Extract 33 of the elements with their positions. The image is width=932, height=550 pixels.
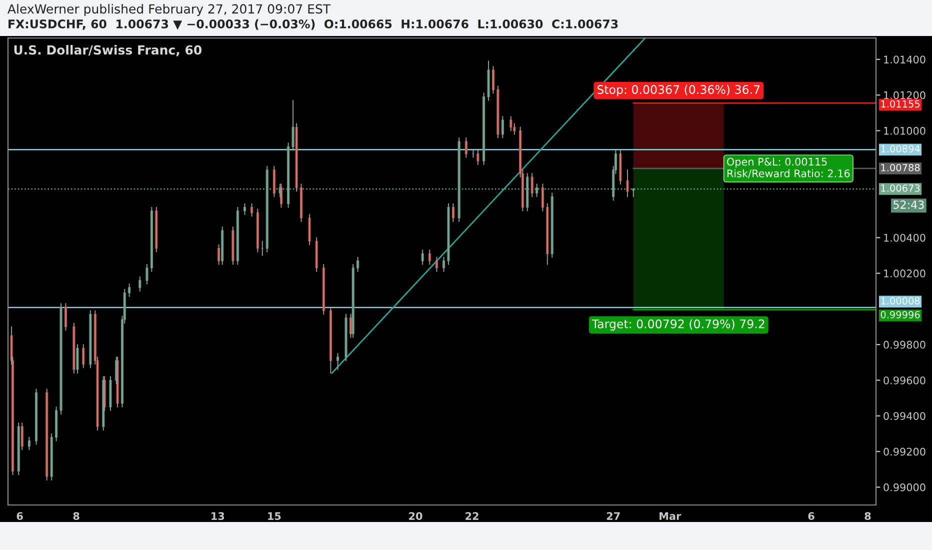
y-tick-label: 0.99400 — [884, 412, 926, 420]
text: U.S. Dollar/Swiss Franc, 60 — [14, 45, 202, 56]
x-tick-label: 8 — [864, 512, 871, 520]
y-tick-label: 0.99000 — [884, 483, 926, 492]
x-tick-label: Mar — [660, 512, 682, 520]
chart-subtitle: FX:USDCHF, 60 1.00673 ▼ −0.00033 (−0.03%) O:1.00665 H:1.00676 L:1.00630 C:1.00673 — [8, 19, 618, 30]
x-tick-label: 15 — [268, 512, 281, 520]
band-label: Stop: 0.00367 (0.36%) 36.7 — [597, 84, 760, 96]
band-label: Target: 0.00792 (0.79%) 79.2 — [592, 319, 764, 331]
x-tick-label: 6 — [16, 512, 23, 520]
ref-line-label: 1.00894 — [881, 145, 920, 152]
x-tick-label: 20 — [409, 512, 422, 520]
ref-line-label: 1.00008 — [881, 297, 920, 304]
x-tick-label: 22 — [466, 512, 478, 520]
x-tick-label: 27 — [606, 512, 620, 520]
y-tick-label: 0.99800 — [884, 340, 926, 349]
y-tick-label: 1.00200 — [884, 270, 926, 278]
ref-line-label: 1.01155 — [881, 100, 920, 108]
text: 52:43 — [894, 200, 924, 209]
y-tick-label: 0.99200 — [884, 448, 926, 456]
y-tick-label: 1.01200 — [884, 91, 926, 100]
ref-line-label: 1.00788 — [881, 164, 920, 172]
y-tick-label: 0.99600 — [884, 376, 926, 384]
ref-line-label: 0.99996 — [880, 310, 920, 318]
y-tick-label: 1.01000 — [884, 126, 926, 135]
x-tick-label: 6 — [808, 512, 814, 520]
ref-line-label: 1.00673 — [881, 184, 920, 192]
y-tick-label: 1.00400 — [884, 234, 926, 242]
annotation: Open P&L: 0.00115 Risk/Reward Ratio: 2.16 — [727, 158, 850, 178]
x-tick-label: 8 — [73, 512, 80, 520]
text: AlexWerner published February 27, 2017 09:07 EST — [8, 4, 331, 16]
y-tick-label: 1.01400 — [884, 56, 926, 64]
x-tick-label: 13 — [212, 512, 224, 520]
